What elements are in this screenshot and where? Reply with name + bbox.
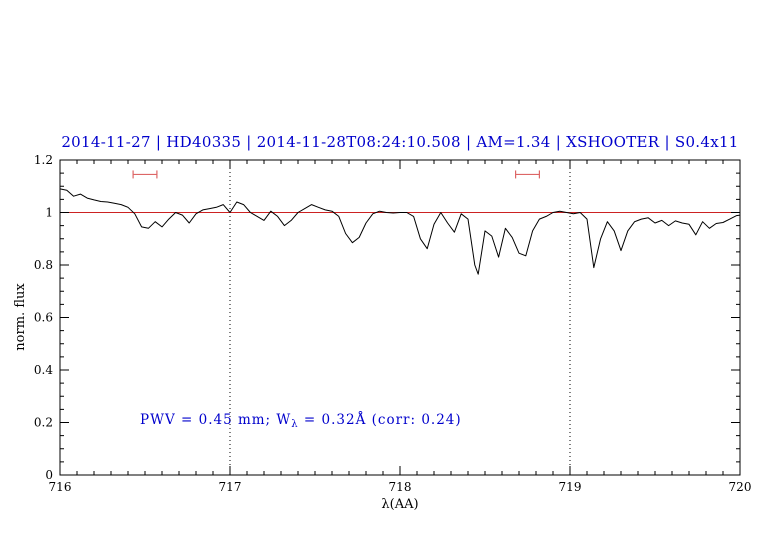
- lambda-subscript: λ: [291, 419, 298, 430]
- y-tick-label: 0: [45, 468, 53, 482]
- x-tick-label: 720: [729, 480, 752, 494]
- x-tick-label: 717: [219, 480, 242, 494]
- x-tick-label: 718: [389, 480, 412, 494]
- x-tick-label: 719: [559, 480, 582, 494]
- y-tick-label: 0.6: [34, 311, 53, 325]
- pwv-annotation-suffix: = 0.32Å (corr: 0.24): [299, 412, 462, 428]
- plot-title: 2014-11-27 | HD40335 | 2014-11-28T08:24:…: [61, 133, 739, 151]
- y-tick-label: 1: [45, 206, 53, 220]
- x-tick-label: 716: [49, 480, 72, 494]
- spectrum-line: [59, 188, 741, 275]
- y-tick-label: 0.2: [34, 416, 53, 430]
- x-axis-label: λ(AA): [381, 497, 418, 512]
- y-axis-label: norm. flux: [13, 283, 28, 351]
- y-tick-label: 1.2: [34, 153, 53, 167]
- pwv-annotation-prefix: PWV = 0.45 mm; W: [140, 412, 291, 428]
- y-tick-label: 0.8: [34, 258, 53, 272]
- y-tick-label: 0.4: [34, 363, 53, 377]
- pwv-annotation: PWV = 0.45 mm; Wλ = 0.32Å (corr: 0.24): [140, 412, 462, 430]
